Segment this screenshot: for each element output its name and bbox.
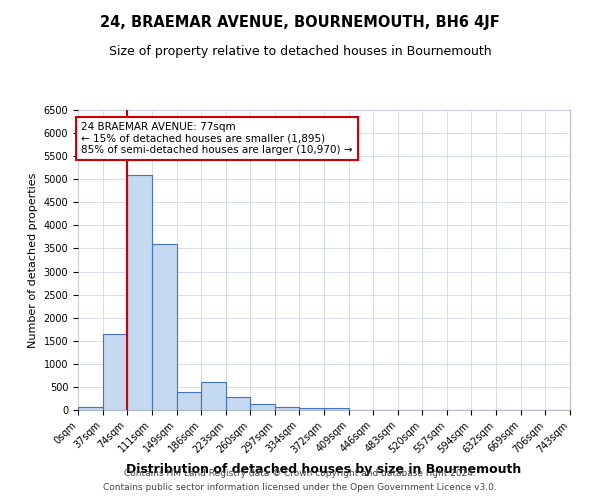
Text: 24 BRAEMAR AVENUE: 77sqm
← 15% of detached houses are smaller (1,895)
85% of sem: 24 BRAEMAR AVENUE: 77sqm ← 15% of detach…: [82, 122, 353, 155]
Bar: [275, 407, 299, 410]
Bar: [78, 406, 103, 410]
Text: Size of property relative to detached houses in Bournemouth: Size of property relative to detached ho…: [109, 45, 491, 58]
Bar: [226, 397, 250, 410]
Bar: [127, 174, 152, 410]
X-axis label: Distribution of detached houses by size in Bournemouth: Distribution of detached houses by size …: [127, 463, 521, 476]
Bar: [250, 404, 275, 410]
Text: 24, BRAEMAR AVENUE, BOURNEMOUTH, BH6 4JF: 24, BRAEMAR AVENUE, BOURNEMOUTH, BH6 4JF: [100, 15, 500, 30]
Bar: [176, 392, 201, 410]
Text: Contains HM Land Registry data © Crown copyright and database right 2024.: Contains HM Land Registry data © Crown c…: [124, 468, 476, 477]
Bar: [325, 408, 349, 410]
Bar: [152, 244, 176, 410]
Bar: [201, 382, 226, 410]
Bar: [299, 408, 325, 410]
Bar: [103, 334, 127, 410]
Text: Contains public sector information licensed under the Open Government Licence v3: Contains public sector information licen…: [103, 484, 497, 492]
Y-axis label: Number of detached properties: Number of detached properties: [28, 172, 38, 348]
